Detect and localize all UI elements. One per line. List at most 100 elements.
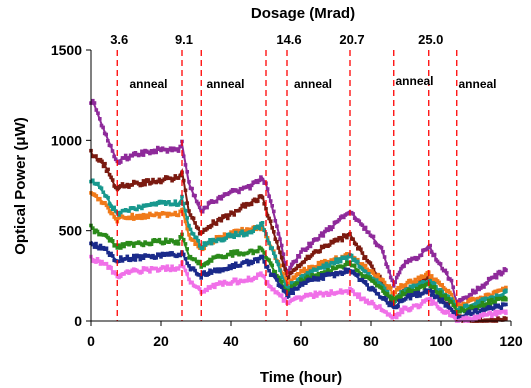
data-point [191,266,196,270]
data-point [267,258,271,262]
data-point [315,268,319,272]
x-tick-label: 0 [87,333,95,349]
data-point [422,274,427,279]
data-point [352,263,357,268]
data-point [175,147,179,151]
data-point [200,209,205,214]
y-tick-label: 1500 [51,42,82,58]
data-point [185,201,189,205]
data-point [138,213,143,218]
data-point [219,197,224,201]
data-point [332,274,337,279]
data-point [151,150,155,155]
data-point [193,268,197,273]
data-point [141,256,146,260]
data-point [92,101,97,105]
data-point [211,282,215,287]
data-point [107,202,112,206]
data-point [110,254,115,258]
data-point [187,264,191,268]
data-point [188,227,193,232]
data-point [170,264,174,269]
data-point [262,260,266,264]
data-point [185,261,189,266]
data-point [311,275,316,280]
data-point [501,297,505,302]
data-point [393,280,397,285]
chart-title: Dosage (Mrad) [251,5,355,22]
data-point [297,295,302,299]
data-point [107,209,112,214]
data-point [446,294,451,299]
data-point [95,229,100,234]
data-point [226,216,230,221]
data-point [165,150,170,154]
data-point [497,269,502,274]
dose-label: 9.1 [175,32,193,47]
data-point [281,299,286,303]
data-point [123,257,128,261]
data-point [338,235,343,240]
data-point [230,280,235,284]
data-point [106,167,110,172]
data-point [472,303,477,308]
data-point [405,280,410,285]
data-point [281,252,286,256]
data-point [252,197,257,202]
x-tick-label: 120 [499,333,523,349]
anneal-label: anneal [459,77,497,91]
data-point [156,212,160,216]
data-point [135,213,139,218]
data-point [501,293,505,298]
data-point [397,270,402,275]
data-point [168,146,173,150]
data-point [188,254,193,259]
data-point [360,267,365,271]
data-point [208,238,212,242]
data-point [106,235,110,240]
data-point [183,163,188,167]
data-point [482,285,486,289]
data-point [168,268,173,273]
data-point [98,243,103,248]
data-point [109,251,113,256]
data-point [297,264,302,269]
data-point [205,205,209,210]
data-point [185,226,189,231]
data-point [157,237,162,242]
data-point [449,297,454,301]
data-point [368,261,373,265]
data-point [190,280,194,285]
data-point [214,200,219,204]
data-point [99,186,104,190]
data-point [338,259,343,264]
data-point [363,269,368,274]
data-point [415,280,419,285]
data-point [479,286,483,290]
data-point [217,216,222,221]
data-point [237,228,241,233]
data-point [194,235,199,240]
data-point [260,221,265,225]
data-point [299,277,303,282]
data-point [267,241,271,245]
data-point [385,286,390,290]
data-point [162,200,166,204]
data-point [297,255,302,259]
data-point [248,259,252,264]
data-point [475,299,480,304]
data-point [323,229,327,234]
data-point [373,240,377,245]
data-point [181,201,186,206]
data-point [120,242,125,246]
data-point [419,253,424,257]
data-point [319,231,324,235]
data-point [493,309,497,314]
data-point [232,213,236,217]
data-point [504,316,508,321]
data-point [286,275,291,280]
data-point [272,249,276,253]
data-point [209,259,214,263]
data-point [424,288,428,292]
data-point [283,289,287,294]
